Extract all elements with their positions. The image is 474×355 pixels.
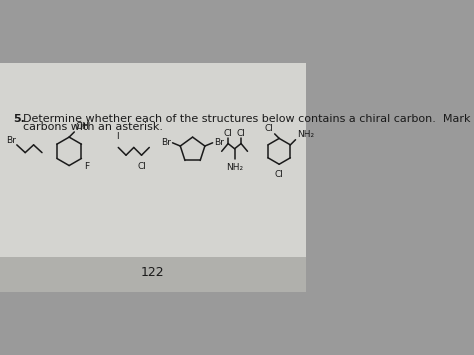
Text: 122: 122 [141,266,164,279]
Text: Br: Br [6,136,16,146]
Text: Cl: Cl [137,162,146,171]
Text: Determine whether each of the structures below contains a chiral carbon.  Mark a: Determine whether each of the structures… [23,115,474,125]
Text: Cl: Cl [237,129,246,138]
Text: F: F [84,162,89,171]
Text: Cl: Cl [224,129,233,138]
Text: NH₂: NH₂ [297,130,314,139]
Text: Cl: Cl [275,170,283,179]
Text: Br: Br [161,138,171,147]
Text: Cl: Cl [264,124,273,132]
Text: NH₂: NH₂ [226,163,243,172]
Text: carbons with an asterisk.: carbons with an asterisk. [23,122,163,132]
Text: OH: OH [76,122,90,131]
Text: 5.: 5. [13,115,25,125]
Text: I: I [116,132,119,141]
Bar [0,63,306,257]
Text: Br: Br [214,138,224,147]
